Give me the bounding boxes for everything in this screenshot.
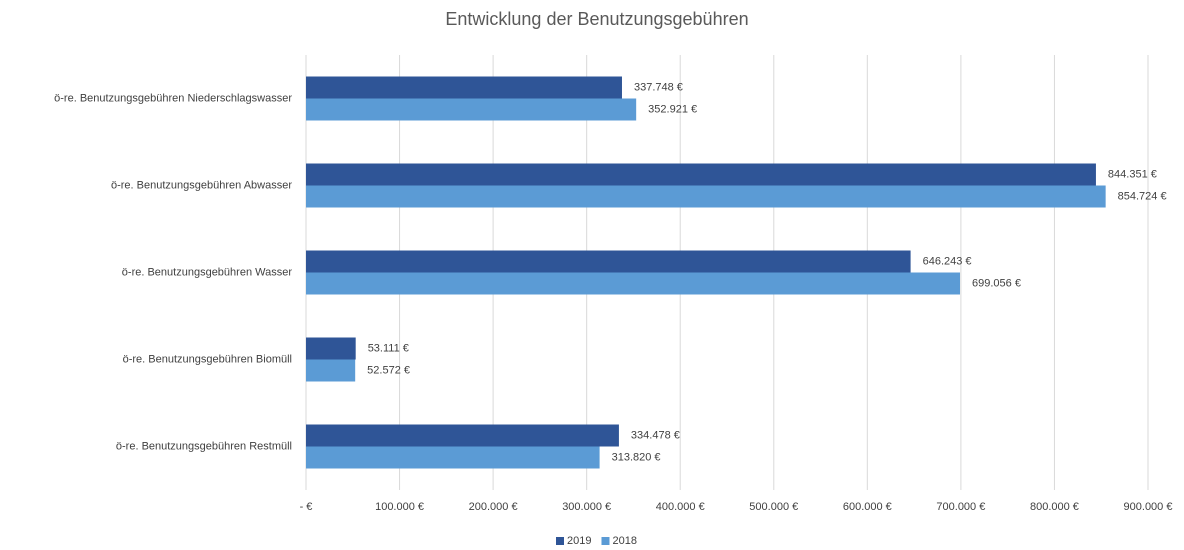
y-tick-label: ö-re. Benutzungsgebühren Niederschlagswa…	[54, 92, 292, 104]
bar	[306, 337, 356, 360]
x-tick-label: 500.000 €	[749, 501, 798, 513]
value-label: 313.820 €	[612, 451, 661, 463]
x-tick-label: - €	[300, 501, 313, 513]
bar	[306, 424, 619, 447]
bar	[306, 446, 600, 469]
value-label: 699.056 €	[972, 277, 1021, 289]
value-label: 53.111 €	[368, 342, 409, 354]
bar	[306, 76, 622, 99]
value-label: 52.572 €	[367, 364, 410, 376]
y-tick-label: ö-re. Benutzungsgebühren Abwasser	[111, 179, 292, 191]
bar	[306, 250, 911, 273]
x-tick-label: 700.000 €	[936, 501, 985, 513]
x-tick-label: 900.000 €	[1124, 501, 1173, 513]
bar	[306, 163, 1096, 186]
y-tick-label: ö-re. Benutzungsgebühren Biomüll	[123, 353, 292, 365]
value-label: 854.724 €	[1118, 190, 1167, 202]
y-tick-label: ö-re. Benutzungsgebühren Restmüll	[116, 440, 292, 452]
y-tick-label: ö-re. Benutzungsgebühren Wasser	[122, 266, 293, 278]
value-label: 646.243 €	[923, 255, 972, 267]
legend-swatch	[601, 537, 610, 545]
x-tick-label: 200.000 €	[469, 501, 518, 513]
bar	[306, 359, 356, 382]
legend-swatch	[556, 537, 564, 545]
legend-label: 2019	[567, 535, 591, 547]
value-label: 844.351 €	[1108, 168, 1157, 180]
value-label: 352.921 €	[648, 103, 697, 115]
x-tick-label: 400.000 €	[656, 501, 705, 513]
bar	[306, 185, 1106, 208]
legend-label: 2018	[612, 535, 636, 547]
bar	[306, 272, 961, 295]
bar	[306, 98, 637, 121]
x-tick-label: 300.000 €	[562, 501, 611, 513]
chart-title: Entwicklung der Benutzungsgebühren	[445, 9, 748, 29]
value-label: 334.478 €	[631, 429, 680, 441]
value-label: 337.748 €	[634, 81, 683, 93]
x-tick-label: 600.000 €	[843, 501, 892, 513]
x-tick-label: 100.000 €	[375, 501, 424, 513]
x-tick-label: 800.000 €	[1030, 501, 1079, 513]
